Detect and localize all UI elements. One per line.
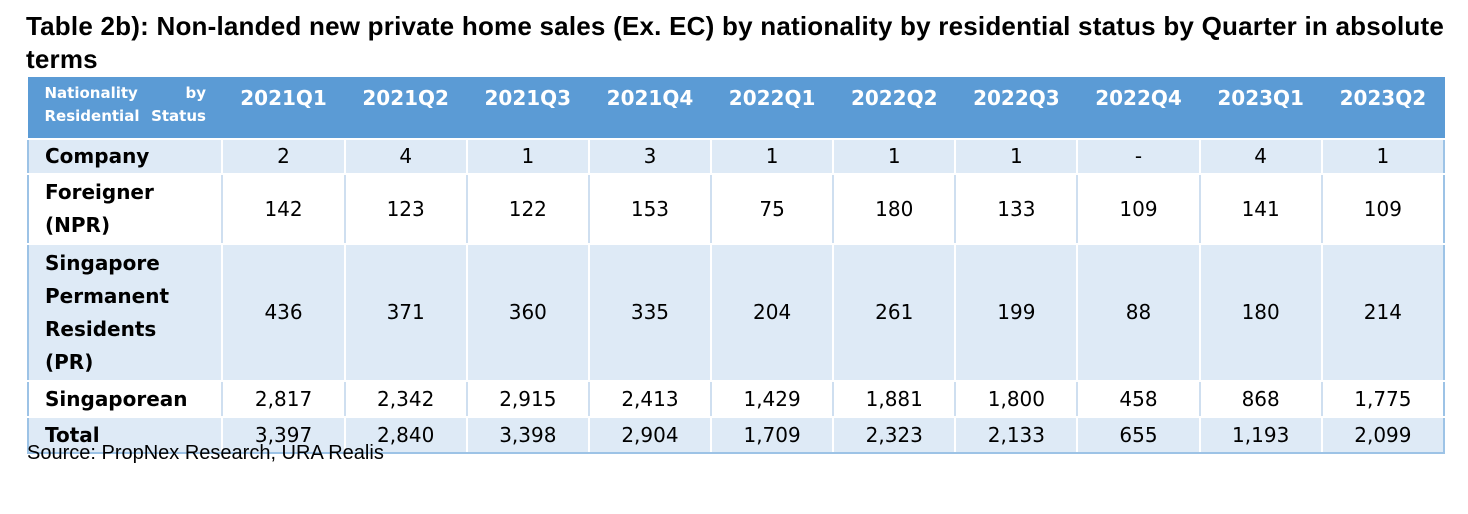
- table-cell: 109: [1320, 173, 1446, 245]
- table-cell: 204: [710, 243, 835, 382]
- table-cell: 436: [221, 243, 346, 382]
- column-header: 2023Q1: [1199, 77, 1323, 140]
- table-cell: 1: [1320, 138, 1446, 175]
- table-cell: 1: [465, 138, 590, 175]
- table-cell: 2,817: [221, 380, 346, 418]
- table-cell: 4: [1198, 138, 1323, 175]
- table-cell: 4: [343, 138, 468, 175]
- table-title: Table 2b): Non-landed new private home s…: [26, 11, 1444, 74]
- table-cell: 1,429: [710, 380, 835, 418]
- row-label: Singapore Permanent Residents (PR): [26, 243, 224, 382]
- column-header: 2022Q3: [954, 77, 1078, 140]
- table-cell: 261: [832, 243, 957, 382]
- table-cell: 1: [954, 138, 1079, 175]
- table-cell: 122: [465, 173, 590, 245]
- table-cell: 2,413: [587, 380, 713, 418]
- table-cell: 153: [587, 173, 713, 245]
- column-header: 2021Q2: [344, 77, 468, 140]
- table-row-singaporean: Singaporean 2,817 2,342 2,915 2,413 1,42…: [26, 380, 1446, 418]
- table-cell: 2,342: [343, 380, 468, 418]
- table-cell: 3,398: [465, 416, 590, 454]
- table-cell: 2: [221, 138, 346, 175]
- column-header: 2022Q1: [710, 77, 834, 140]
- table-cell: 1: [832, 138, 957, 175]
- row-label: Total: [26, 416, 224, 454]
- table-cell: 360: [465, 243, 590, 382]
- table-cell: 75: [710, 173, 835, 245]
- source-note: Source: PropNex Research, URA Realis: [27, 442, 384, 464]
- table-cell: 2,840: [343, 416, 468, 454]
- table-cell: 868: [1198, 380, 1323, 418]
- table-cell: 88: [1076, 243, 1201, 382]
- header-row: Nationality by Residential Status 2021Q1…: [27, 77, 1445, 140]
- column-header: 2021Q3: [466, 77, 590, 140]
- row-label: Foreigner (NPR): [26, 173, 224, 245]
- table-cell: 335: [587, 243, 713, 382]
- table-cell: 2,099: [1320, 416, 1446, 454]
- column-header: 2023Q2: [1321, 77, 1445, 140]
- column-header: 2021Q4: [588, 77, 712, 140]
- table-cell: 2,904: [587, 416, 713, 454]
- table-cell: 133: [954, 173, 1079, 245]
- column-header: 2022Q2: [832, 77, 956, 140]
- corner-header: Nationality by Residential Status: [27, 77, 223, 140]
- table-cell: 180: [832, 173, 957, 245]
- table-cell: 2,915: [465, 380, 590, 418]
- table-row-foreigner: Foreigner (NPR) 142 123 122 153 75 180 1…: [26, 173, 1446, 245]
- table-cell: 199: [954, 243, 1079, 382]
- row-label: Singaporean: [26, 380, 224, 418]
- table-cell: 180: [1198, 243, 1323, 382]
- table-cell: 458: [1076, 380, 1201, 418]
- sales-table: Nationality by Residential Status 2021Q1…: [26, 77, 1446, 454]
- table-cell: 1,193: [1198, 416, 1323, 454]
- table-cell: 3,397: [221, 416, 346, 454]
- table-cell: 142: [221, 173, 346, 245]
- table-row-company: Company 2 4 1 3 1 1 1 - 4 1: [26, 138, 1446, 175]
- table-cell: 109: [1076, 173, 1201, 245]
- table-row-total: Total 3,397 2,840 3,398 2,904 1,709 2,32…: [26, 416, 1446, 454]
- column-header: 2022Q4: [1076, 77, 1201, 140]
- table-cell: 2,323: [832, 416, 957, 454]
- table-row-permanent-residents: Singapore Permanent Residents (PR) 436 3…: [26, 243, 1446, 382]
- table-cell: -: [1076, 138, 1201, 175]
- table-cell: 1,709: [710, 416, 835, 454]
- table-cell: 141: [1198, 173, 1323, 245]
- table-cell: 1: [710, 138, 835, 175]
- table-cell: 1,800: [954, 380, 1079, 418]
- table-cell: 655: [1076, 416, 1201, 454]
- table-cell: 214: [1320, 243, 1446, 382]
- table-cell: 1,775: [1320, 380, 1446, 418]
- table-cell: 3: [587, 138, 713, 175]
- column-header: 2021Q1: [221, 77, 346, 140]
- table-cell: 1,881: [832, 380, 957, 418]
- table-cell: 123: [343, 173, 468, 245]
- table-cell: 371: [343, 243, 468, 382]
- table-cell: 2,133: [954, 416, 1079, 454]
- row-label: Company: [26, 138, 224, 175]
